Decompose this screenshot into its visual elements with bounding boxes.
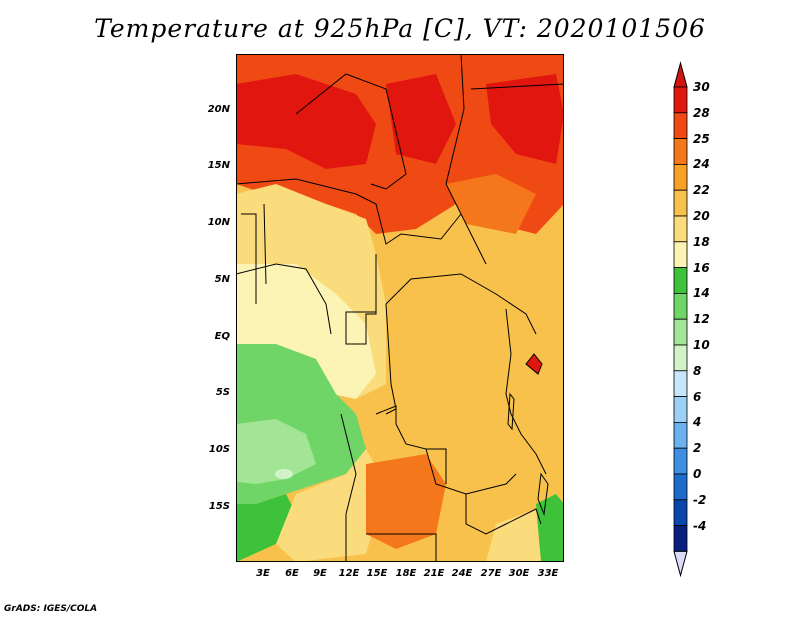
colorbar-label: 22 [693, 183, 710, 198]
border-north-1 [295, 73, 407, 190]
colorbar-label: 4 [693, 415, 702, 430]
colorbar-label: 8 [693, 363, 702, 378]
border-west-2 [263, 203, 267, 285]
border-north-3 [470, 83, 564, 90]
hot-core-east [486, 74, 564, 164]
border-angola-east [426, 448, 447, 484]
lon-label-30e: 30E [508, 568, 530, 579]
colorbar-segment [673, 189, 688, 217]
border-car [385, 273, 537, 335]
colorbar-label: 16 [693, 260, 710, 275]
border-north-2 [445, 54, 487, 265]
cooler-ocean-zone [236, 419, 316, 484]
colorbar-label: 20 [693, 209, 710, 223]
lat-label-10s: 10S [208, 444, 230, 455]
colorbar-label: 12 [693, 312, 710, 327]
warm-zone-south [366, 454, 446, 549]
lat-label-eq: EQ [214, 331, 230, 342]
border-east-lakes [505, 308, 547, 475]
border-namibia [366, 533, 437, 562]
colorbar-segment [673, 499, 688, 526]
lon-label-24e: 24E [451, 568, 473, 579]
colorbar-segment [673, 86, 688, 114]
colorbar-label: 2 [693, 441, 702, 456]
lon-label-21e: 21E [423, 568, 445, 579]
colorbar-label: 14 [693, 286, 710, 301]
grads-credit: GrADS: IGES/COLA [4, 604, 98, 614]
coastline-angola [340, 413, 357, 562]
border-central-west [345, 254, 377, 345]
border-congo-west [385, 303, 397, 415]
lon-label-15e: 15E [366, 568, 388, 579]
coolest-patch [275, 469, 293, 479]
lat-label-15n: 15N [207, 160, 230, 171]
lon-label-12e: 12E [338, 568, 360, 579]
colorbar-segment [673, 421, 688, 449]
green-southwest [236, 494, 296, 562]
colorbar-label: -2 [693, 492, 707, 507]
colorbar-label: 10 [693, 338, 710, 352]
lat-label-10n: 10N [207, 217, 230, 228]
colorbar-label: 25 [693, 131, 710, 146]
colorbar-segment [673, 292, 688, 320]
colorbar-label: 6 [693, 389, 702, 404]
colorbar-segment [673, 318, 688, 346]
colorbar-label: -4 [693, 518, 707, 533]
colorbar-segment [673, 370, 688, 397]
lake-victoria [525, 353, 543, 375]
lon-label-27e: 27E [480, 568, 502, 579]
lat-label-20n: 20N [207, 104, 230, 115]
colorbar-segment [673, 344, 688, 372]
border-zambia [465, 494, 542, 535]
map-frame [236, 54, 564, 562]
hot-core-central [386, 74, 456, 164]
colorbar-segment [673, 525, 688, 552]
lat-label-5s: 5S [215, 387, 230, 398]
lake-tanganyika [507, 392, 515, 431]
lon-label-33e: 33E [537, 568, 559, 579]
colorbar-segment [673, 267, 688, 294]
colorbar-segment [673, 396, 688, 423]
lon-label-6e: 6E [285, 568, 299, 579]
pale-zone-southwest [276, 449, 386, 562]
colorbar-bottom-arrow [673, 550, 688, 578]
coastline-gulf [236, 263, 332, 335]
colorbar-segment [673, 112, 688, 140]
colorbar-label: 30 [693, 80, 710, 94]
colorbar-label: 18 [693, 234, 710, 249]
map-panel [236, 54, 564, 562]
border-sahel [236, 178, 462, 245]
map-title: Temperature at 925hPa [C], VT: 202010150… [94, 14, 706, 43]
lat-label-15s: 15S [208, 501, 230, 512]
colorbar-label: 28 [693, 105, 710, 120]
colorbar-top-arrow [673, 61, 688, 88]
temperature-map [236, 54, 564, 562]
hot-core-west [236, 74, 376, 169]
pale-zone-southeast [486, 509, 541, 562]
lat-label-5n: 5N [214, 274, 230, 285]
colorbar-segment [673, 473, 688, 501]
border-west-1 [241, 213, 257, 304]
colorbar-label: 0 [693, 467, 702, 481]
lon-label-18e: 18E [395, 568, 417, 579]
lon-label-9e: 9E [313, 568, 327, 579]
colorbar-label: 24 [693, 157, 710, 172]
lake-malawi [537, 472, 549, 516]
lon-label-3e: 3E [256, 568, 270, 579]
warm-patch-east [446, 174, 536, 234]
colorbar-segment [673, 163, 688, 191]
colorbar-segment [673, 241, 688, 269]
colorbar-segment [673, 215, 688, 243]
colorbar-segment [673, 447, 688, 475]
colorbar-segment [673, 138, 688, 165]
country-borders [236, 54, 564, 562]
